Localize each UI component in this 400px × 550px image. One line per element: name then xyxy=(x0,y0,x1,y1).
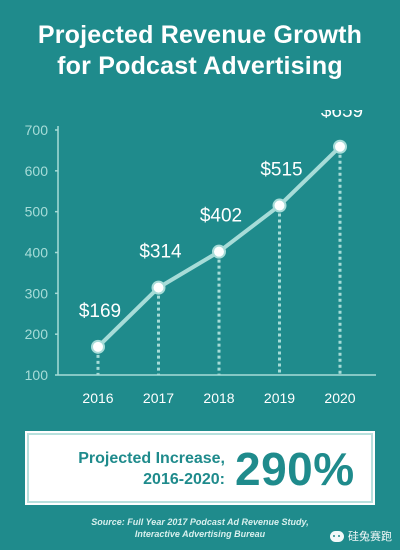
data-point xyxy=(91,339,105,354)
data-label: $515 xyxy=(260,160,302,181)
chart-title: Projected Revenue Growth for Podcast Adv… xyxy=(0,20,400,82)
x-tick-label: 2019 xyxy=(264,390,295,406)
data-point xyxy=(212,244,226,259)
data-label: $659 xyxy=(321,110,363,122)
projected-increase-label: Projected Increase, 2016-2020: xyxy=(47,448,225,490)
y-tick-label: 100 xyxy=(25,367,49,383)
line-chart: 100 200 300 400 500 600 700 2016 2017 2018 2019 202… xyxy=(25,110,376,406)
data-label: $402 xyxy=(200,206,242,227)
y-tick-label: 700 xyxy=(25,122,49,138)
source-note: Source: Full Year 2017 Podcast Ad Revenu… xyxy=(0,516,400,540)
data-point xyxy=(333,139,347,154)
projected-increase-value: 290% xyxy=(235,443,355,495)
y-tick-label: 300 xyxy=(25,285,49,301)
projected-increase-box: Projected Increase, 2016-2020: 290% xyxy=(22,428,378,508)
data-label: $314 xyxy=(139,242,182,263)
increase-label-line-1: Projected Increase, xyxy=(78,450,225,467)
watermark: 硅兔赛跑 xyxy=(330,528,392,544)
title-line-1: Projected Revenue Growth xyxy=(37,21,363,49)
watermark-text: 硅兔赛跑 xyxy=(348,531,392,543)
source-line-1: Source: Full Year 2017 Podcast Ad Revenu… xyxy=(91,517,309,527)
x-tick-label: 2017 xyxy=(143,390,174,406)
data-point xyxy=(272,198,287,213)
title-line-2: for Podcast Advertising xyxy=(57,52,343,80)
data-point xyxy=(151,280,166,295)
x-tick-label: 2018 xyxy=(203,390,234,406)
increase-label-line-2: 2016-2020: xyxy=(143,471,225,488)
chat-bubble-icon xyxy=(330,530,344,542)
y-tick-label: 500 xyxy=(25,204,49,220)
x-tick-label: 2016 xyxy=(82,390,113,406)
y-tick-label: 400 xyxy=(25,245,49,261)
source-line-2: Interactive Advertising Bureau xyxy=(134,529,266,539)
y-tick-label: 600 xyxy=(25,163,49,179)
data-label: $169 xyxy=(79,301,121,322)
y-tick-label: 200 xyxy=(25,326,49,342)
x-tick-label: 2020 xyxy=(324,390,355,406)
